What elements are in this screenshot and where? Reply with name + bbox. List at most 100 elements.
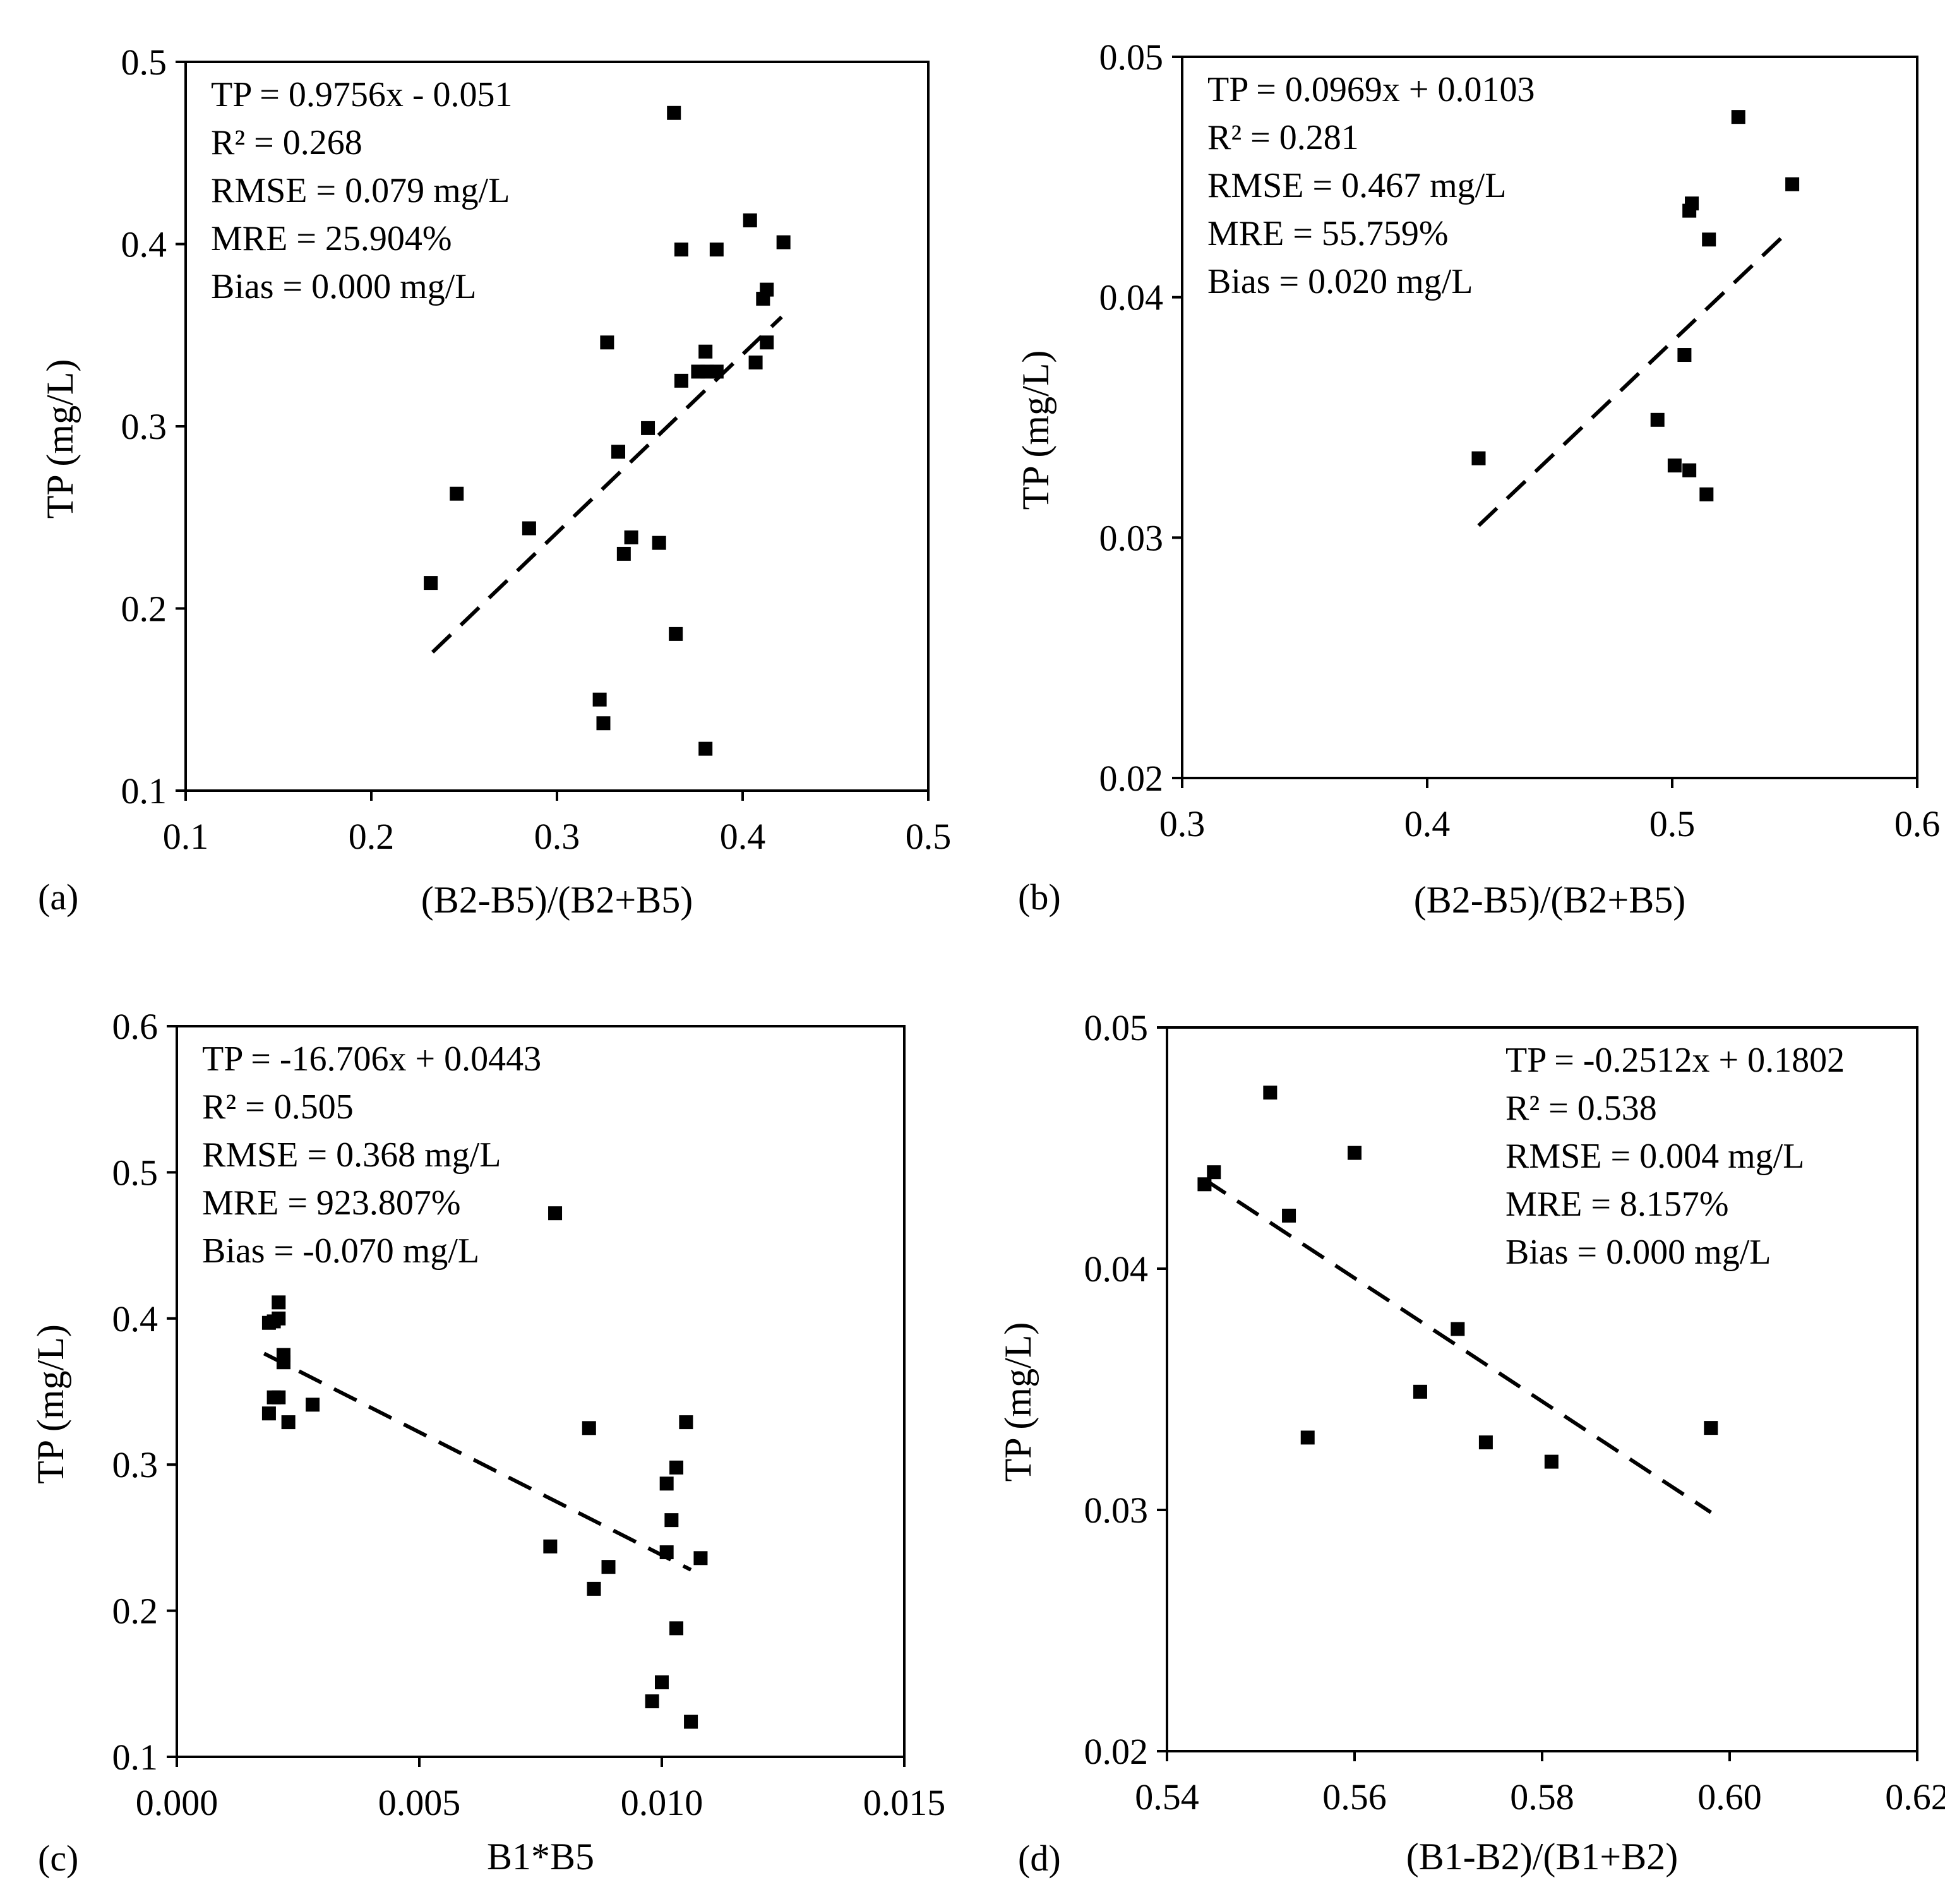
x-tick-label: 0.000 [136, 1782, 218, 1823]
x-tick-label: 0.2 [349, 816, 395, 857]
data-point [592, 692, 607, 707]
y-tick-label: 0.04 [1099, 277, 1164, 318]
stat-annotation: TP = 0.9756x - 0.051 [211, 75, 513, 114]
data-point [1785, 177, 1800, 191]
data-point [272, 1311, 286, 1326]
y-tick-label: 0.05 [1084, 1007, 1149, 1048]
data-point [1207, 1165, 1221, 1180]
data-point [1685, 196, 1699, 211]
stat-annotation: TP = 0.0969x + 0.0103 [1207, 70, 1535, 109]
y-tick-label: 0.03 [1084, 1490, 1149, 1531]
data-point [674, 242, 688, 257]
x-axis-title: (B2-B5)/(B2+B5) [1414, 879, 1686, 921]
stat-annotation: MRE = 55.759% [1207, 214, 1449, 253]
data-point [698, 344, 713, 359]
data-point [1650, 412, 1665, 427]
y-tick-label: 0.5 [112, 1152, 159, 1193]
data-point [1282, 1208, 1296, 1223]
trendline [431, 315, 783, 654]
data-point [698, 741, 713, 756]
data-point [1704, 1421, 1718, 1435]
data-point [693, 1551, 708, 1566]
stat-annotation: Bias = -0.070 mg/L [202, 1231, 479, 1271]
data-point [272, 1295, 286, 1310]
data-point [601, 1560, 616, 1574]
data-point [616, 546, 631, 561]
panel-a: 0.1 0.2 0.3 0.4 0.5 0.1 0.2 0.3 0.4 0.5 (B2-B5)/(B… [38, 42, 951, 921]
data-point [582, 1421, 596, 1435]
data-point [1471, 451, 1486, 465]
plot-frame [1181, 56, 1918, 779]
data-point [1300, 1430, 1315, 1445]
stat-annotation: R² = 0.281 [1207, 118, 1359, 157]
data-point [709, 364, 724, 379]
panel-label: (a) [38, 877, 78, 918]
y-tick-label: 0.6 [112, 1006, 159, 1047]
data-point [709, 242, 724, 257]
panel-b: 0.3 0.4 0.5 0.6 0.02 0.03 0.04 0.05 (B2-B5)/(B2+… [1015, 37, 1940, 921]
data-point [1348, 1146, 1361, 1160]
x-tick-label: 0.005 [378, 1782, 461, 1823]
data-point [1702, 232, 1716, 247]
data-point [669, 626, 683, 641]
stat-annotation: MRE = 8.157% [1505, 1185, 1729, 1224]
x-tick-label: 0.3 [1159, 803, 1206, 844]
y-tick-label: 0.5 [121, 42, 167, 83]
y-axis-title: TP (mg/L) [30, 1324, 71, 1484]
x-tick-label: 0.62 [1885, 1776, 1945, 1817]
y-tick-label: 0.4 [112, 1298, 159, 1339]
stat-annotation: RMSE = 0.467 mg/L [1207, 166, 1506, 205]
x-tick-label: 0.58 [1510, 1776, 1574, 1817]
x-tick-label: 0.1 [163, 816, 209, 857]
y-tick-label: 0.04 [1084, 1248, 1149, 1290]
stat-annotation: MRE = 923.807% [202, 1183, 461, 1223]
data-point [669, 1621, 684, 1636]
x-tick-label: 0.4 [720, 816, 766, 857]
stat-annotation: RMSE = 0.004 mg/L [1505, 1137, 1804, 1176]
stat-annotation: TP = -16.706x + 0.0443 [202, 1039, 541, 1079]
stat-annotation: R² = 0.538 [1505, 1089, 1657, 1128]
y-tick-label: 0.05 [1099, 37, 1164, 78]
y-tick-label: 0.03 [1099, 517, 1164, 558]
x-tick-label: 0.60 [1697, 1776, 1762, 1817]
data-point [1544, 1454, 1559, 1469]
y-tick-label: 0.1 [121, 770, 167, 811]
data-point [1197, 1177, 1212, 1192]
stat-annotation: R² = 0.505 [202, 1087, 354, 1127]
data-point [261, 1406, 276, 1421]
data-point [652, 536, 666, 550]
data-point [1667, 458, 1682, 473]
x-axis-title: (B2-B5)/(B2+B5) [421, 879, 693, 921]
stat-annotation: TP = -0.2512x + 0.1802 [1505, 1041, 1845, 1080]
data-point [1731, 110, 1745, 124]
panel-d: 0.54 0.56 0.58 0.60 0.62 0.02 0.03 0.04 0.05 (B1-… [997, 1007, 1945, 1879]
y-tick-label: 0.3 [112, 1444, 159, 1485]
trendline [263, 1351, 692, 1572]
stat-annotation: Bias = 0.000 mg/L [211, 267, 476, 306]
data-point [674, 373, 688, 388]
data-point [659, 1476, 674, 1491]
y-axis-title: TP (mg/L) [997, 1322, 1039, 1482]
data-point [272, 1390, 286, 1404]
plot-frame [176, 1025, 906, 1758]
panel-c: 0.000 0.005 0.010 0.015 0.1 0.2 0.3 0.4 0.5 0.6 B1… [30, 1006, 945, 1879]
panel-label: (b) [1018, 877, 1061, 918]
y-axis-title: TP (mg/L) [39, 359, 81, 519]
data-point [306, 1398, 320, 1412]
data-point [587, 1581, 601, 1596]
data-point [1699, 487, 1714, 501]
stat-annotation: MRE = 25.904% [211, 219, 452, 258]
data-point [743, 213, 757, 227]
stat-annotation: Bias = 0.000 mg/L [1505, 1233, 1771, 1272]
data-point [596, 716, 611, 731]
data-point [776, 235, 791, 249]
stat-annotation: R² = 0.268 [211, 123, 362, 162]
data-point [641, 421, 655, 435]
stat-annotation: RMSE = 0.368 mg/L [202, 1135, 501, 1175]
y-tick-label: 0.02 [1099, 758, 1164, 799]
data-point [669, 1460, 684, 1475]
x-tick-label: 0.010 [621, 1782, 703, 1823]
data-point [760, 335, 774, 350]
x-axis-title: (B1-B2)/(B1+B2) [1406, 1836, 1679, 1877]
